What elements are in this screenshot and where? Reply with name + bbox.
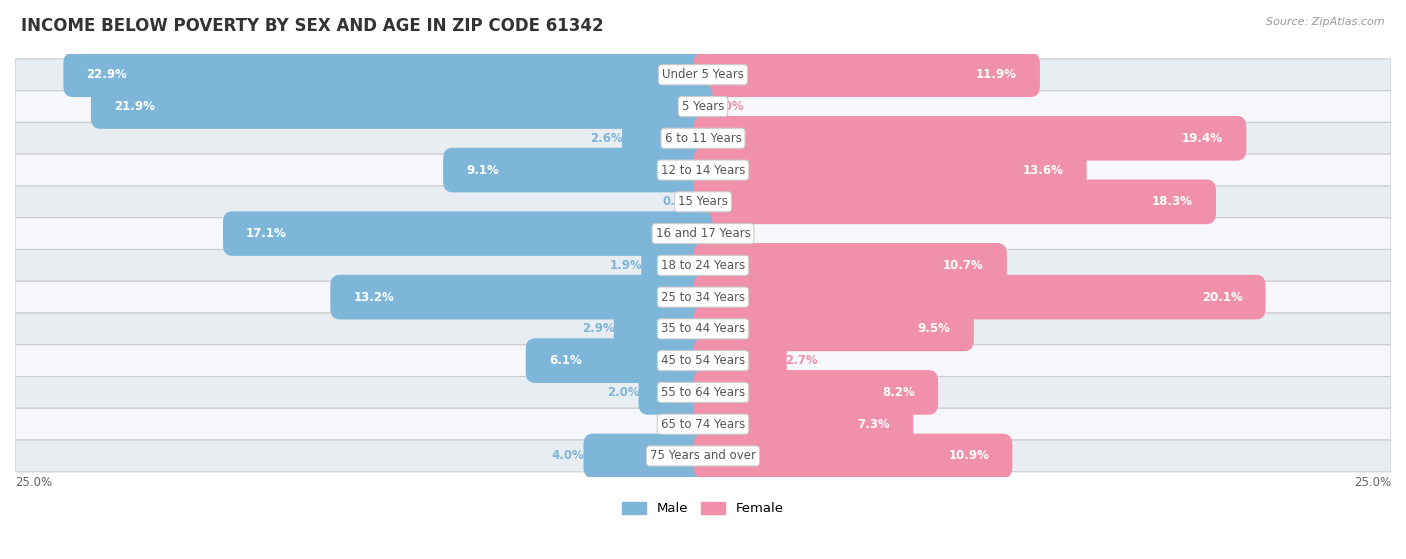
Text: 6.1%: 6.1% bbox=[548, 354, 582, 367]
Text: 21.9%: 21.9% bbox=[114, 100, 155, 113]
FancyBboxPatch shape bbox=[693, 338, 787, 383]
Text: 0.0%: 0.0% bbox=[662, 418, 695, 430]
Text: 5 Years: 5 Years bbox=[682, 100, 724, 113]
Text: 2.0%: 2.0% bbox=[607, 386, 640, 399]
FancyBboxPatch shape bbox=[693, 370, 938, 415]
Text: 18.3%: 18.3% bbox=[1152, 195, 1192, 209]
FancyBboxPatch shape bbox=[15, 154, 1391, 186]
FancyBboxPatch shape bbox=[15, 440, 1391, 472]
FancyBboxPatch shape bbox=[63, 53, 713, 97]
Legend: Male, Female: Male, Female bbox=[617, 497, 789, 520]
Text: 25.0%: 25.0% bbox=[15, 476, 52, 489]
Text: 1.9%: 1.9% bbox=[610, 259, 643, 272]
FancyBboxPatch shape bbox=[91, 84, 713, 129]
FancyBboxPatch shape bbox=[614, 306, 713, 351]
FancyBboxPatch shape bbox=[693, 275, 1265, 319]
Text: 0.0%: 0.0% bbox=[662, 195, 695, 209]
Text: 6 to 11 Years: 6 to 11 Years bbox=[665, 132, 741, 145]
FancyBboxPatch shape bbox=[693, 434, 1012, 479]
Text: Source: ZipAtlas.com: Source: ZipAtlas.com bbox=[1267, 17, 1385, 27]
FancyBboxPatch shape bbox=[15, 122, 1391, 154]
FancyBboxPatch shape bbox=[15, 377, 1391, 408]
Text: 55 to 64 Years: 55 to 64 Years bbox=[661, 386, 745, 399]
Text: 10.9%: 10.9% bbox=[948, 449, 990, 462]
FancyBboxPatch shape bbox=[693, 243, 1007, 288]
Text: 25.0%: 25.0% bbox=[1354, 476, 1391, 489]
FancyBboxPatch shape bbox=[693, 148, 1087, 192]
FancyBboxPatch shape bbox=[15, 59, 1391, 91]
FancyBboxPatch shape bbox=[443, 148, 713, 192]
Text: Under 5 Years: Under 5 Years bbox=[662, 68, 744, 81]
Text: 25 to 34 Years: 25 to 34 Years bbox=[661, 291, 745, 304]
Text: INCOME BELOW POVERTY BY SEX AND AGE IN ZIP CODE 61342: INCOME BELOW POVERTY BY SEX AND AGE IN Z… bbox=[21, 17, 603, 35]
Text: 19.4%: 19.4% bbox=[1182, 132, 1223, 145]
Text: 2.9%: 2.9% bbox=[582, 323, 614, 335]
FancyBboxPatch shape bbox=[15, 249, 1391, 281]
FancyBboxPatch shape bbox=[15, 217, 1391, 249]
Text: 17.1%: 17.1% bbox=[246, 227, 287, 240]
Text: 13.6%: 13.6% bbox=[1022, 164, 1063, 177]
Text: 75 Years and over: 75 Years and over bbox=[650, 449, 756, 462]
FancyBboxPatch shape bbox=[693, 306, 974, 351]
Text: 8.2%: 8.2% bbox=[882, 386, 915, 399]
FancyBboxPatch shape bbox=[330, 275, 713, 319]
Text: 7.3%: 7.3% bbox=[858, 418, 890, 430]
FancyBboxPatch shape bbox=[224, 211, 713, 256]
Text: 0.0%: 0.0% bbox=[711, 227, 744, 240]
Text: 9.5%: 9.5% bbox=[918, 323, 950, 335]
Text: 13.2%: 13.2% bbox=[353, 291, 394, 304]
FancyBboxPatch shape bbox=[15, 313, 1391, 345]
Text: 9.1%: 9.1% bbox=[467, 164, 499, 177]
Text: 0.0%: 0.0% bbox=[711, 100, 744, 113]
Text: 18 to 24 Years: 18 to 24 Years bbox=[661, 259, 745, 272]
Text: 20.1%: 20.1% bbox=[1202, 291, 1243, 304]
Text: 12 to 14 Years: 12 to 14 Years bbox=[661, 164, 745, 177]
FancyBboxPatch shape bbox=[693, 53, 1040, 97]
FancyBboxPatch shape bbox=[638, 370, 713, 415]
FancyBboxPatch shape bbox=[15, 91, 1391, 122]
Text: 16 and 17 Years: 16 and 17 Years bbox=[655, 227, 751, 240]
FancyBboxPatch shape bbox=[15, 345, 1391, 377]
Text: 65 to 74 Years: 65 to 74 Years bbox=[661, 418, 745, 430]
FancyBboxPatch shape bbox=[693, 116, 1246, 160]
Text: 4.0%: 4.0% bbox=[553, 449, 585, 462]
Text: 2.7%: 2.7% bbox=[786, 354, 818, 367]
Text: 22.9%: 22.9% bbox=[87, 68, 128, 81]
FancyBboxPatch shape bbox=[583, 434, 713, 479]
FancyBboxPatch shape bbox=[15, 186, 1391, 217]
Text: 2.6%: 2.6% bbox=[591, 132, 623, 145]
Text: 15 Years: 15 Years bbox=[678, 195, 728, 209]
Text: 11.9%: 11.9% bbox=[976, 68, 1017, 81]
FancyBboxPatch shape bbox=[621, 116, 713, 160]
Text: 45 to 54 Years: 45 to 54 Years bbox=[661, 354, 745, 367]
FancyBboxPatch shape bbox=[693, 402, 914, 447]
FancyBboxPatch shape bbox=[15, 281, 1391, 313]
FancyBboxPatch shape bbox=[15, 408, 1391, 440]
FancyBboxPatch shape bbox=[526, 338, 713, 383]
Text: 10.7%: 10.7% bbox=[943, 259, 984, 272]
Text: 35 to 44 Years: 35 to 44 Years bbox=[661, 323, 745, 335]
FancyBboxPatch shape bbox=[641, 243, 713, 288]
FancyBboxPatch shape bbox=[693, 179, 1216, 224]
